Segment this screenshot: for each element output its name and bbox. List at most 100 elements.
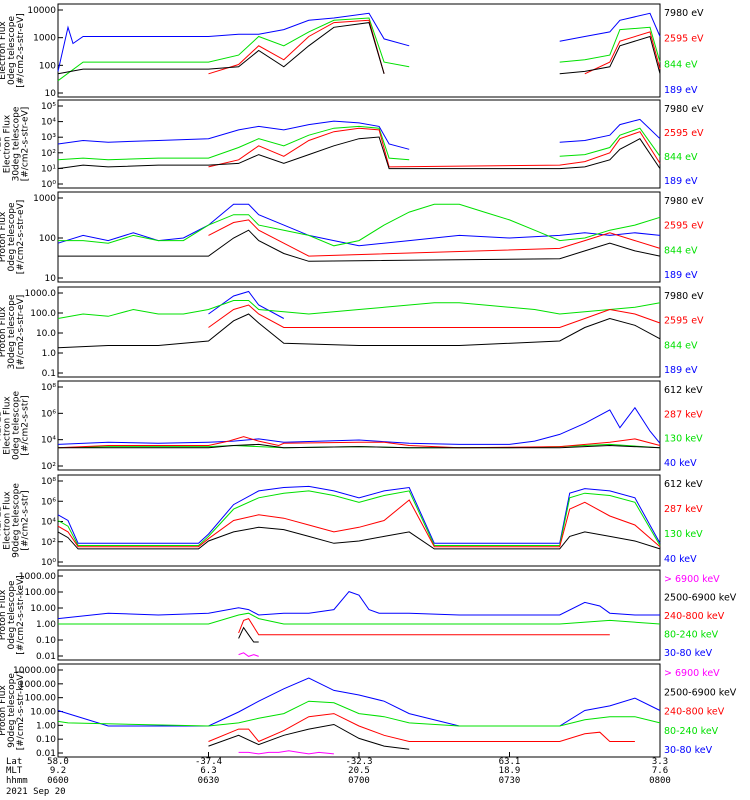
legend-entry: 30-80 keV <box>664 745 713 756</box>
legend-entry: 189 eV <box>664 270 698 281</box>
series-line-blue <box>57 12 661 72</box>
series-line-blue <box>208 290 285 319</box>
time-tick-mlt: 9.2 <box>50 766 66 776</box>
y-tick-label: 10 <box>45 274 57 284</box>
y-tick-label: 10³ <box>41 133 56 143</box>
legend-entry: 189 eV <box>664 365 698 376</box>
series-line-green <box>57 17 661 82</box>
series-line-black <box>57 313 661 349</box>
time-tick-hhmm: 0600 <box>47 776 69 786</box>
legend-entry: 2500-6900 keV <box>664 593 737 604</box>
time-tick-lat: -32.3 <box>345 757 372 767</box>
time-axis-row-label-mlt: MLT <box>6 766 23 776</box>
legend-entry: 80-240 keV <box>664 630 719 641</box>
legend-entry: 612 keV <box>664 385 703 396</box>
y-axis-label: Proton Flux30deg telescope[#/cm2-s-str-e… <box>0 294 26 369</box>
panel-frame <box>57 286 661 378</box>
y-axis-label: MEPEDElectron Flux90deg telescope[#/cm2-… <box>0 483 31 558</box>
y-tick-label: 10⁶ <box>41 409 56 419</box>
y-tick-label: 10² <box>41 149 56 159</box>
panel-4: 1000.0 100.0 10.0 1.0 0.1 Proton Flux30deg te… <box>0 286 704 379</box>
time-tick-hhmm: 0700 <box>348 776 370 786</box>
series-line-green <box>58 612 661 625</box>
y-tick-label: 100.0 <box>30 309 56 319</box>
time-axis-date: 2021 Sep 20 <box>6 787 66 797</box>
legend-entry: 40 keV <box>664 458 697 469</box>
series-line-blue <box>57 485 661 544</box>
series-line-red <box>208 304 661 328</box>
time-tick-hhmm: 0800 <box>649 776 671 786</box>
legend-entry: 844 eV <box>664 245 698 256</box>
y-tick-label: 1000.0 <box>25 289 57 299</box>
y-tick-label: 1000 <box>33 194 56 204</box>
legend-entry: 189 eV <box>664 176 698 187</box>
legend-entry: 40 keV <box>664 554 697 565</box>
series-line-red <box>57 499 661 548</box>
series-line-blue <box>57 118 661 150</box>
time-tick-mlt: 6.3 <box>200 766 216 776</box>
y-tick-label: 10.00 <box>30 604 56 614</box>
legend-entry: > 6900 keV <box>664 668 720 679</box>
series-line-blue <box>57 677 661 727</box>
time-axis-row-label-hhmm: hhmm <box>6 776 28 786</box>
legend-entry: 612 keV <box>664 479 703 490</box>
y-tick-label: 10⁶ <box>41 497 56 507</box>
panel-8: 10000.00 1000.00 100.00 10.00 1.00 0.10 0.01 Pr… <box>0 663 737 759</box>
panel-frame <box>57 380 661 471</box>
time-tick-hhmm: 0730 <box>499 776 521 786</box>
y-tick-label: 0.10 <box>36 636 56 646</box>
y-tick-label: 1000.00 <box>19 572 56 582</box>
panel-5: 10⁸ 10⁶ 10⁴ 10² MEPEDElectron Flux0deg teles… <box>0 380 703 472</box>
y-tick-label: 1.00 <box>36 721 56 731</box>
y-tick-label: 100.00 <box>25 694 57 704</box>
y-axis-label: TEDElectron Flux30deg telescope[#/cm2-s-… <box>0 106 31 181</box>
y-tick-label: 10⁸ <box>41 383 56 393</box>
legend-entry: 7980 eV <box>664 104 704 115</box>
series-line-green <box>57 125 661 161</box>
series-line-red <box>208 713 635 743</box>
y-tick-label: 10¹ <box>41 164 56 174</box>
time-tick-lat: 58.0 <box>47 757 69 767</box>
panel-6: 10⁸ 10⁶ 10⁴ 10² 10⁰ MEPEDElectron Flux90deg t… <box>0 474 703 568</box>
y-tick-label: 10⁴ <box>41 118 56 128</box>
legend-entry: 844 eV <box>664 152 698 163</box>
series-line-red <box>208 19 661 75</box>
series-line-black <box>58 443 661 449</box>
series-line-red <box>57 436 661 449</box>
series-line-blue <box>57 591 660 620</box>
time-tick-lat: 3.3 <box>652 757 668 767</box>
time-tick-mlt: 7.6 <box>652 766 668 776</box>
y-tick-label: 10 <box>45 89 57 99</box>
y-axis-label: Proton Flux0deg telescope[#/cm2-s-str-ke… <box>0 575 26 654</box>
legend-entry: 7980 eV <box>664 8 704 19</box>
y-axis-label: Proton Flux0deg telescope[#/cm2-s-str-eV… <box>0 200 26 275</box>
legend-entry: 130 keV <box>664 529 703 540</box>
series-line-black <box>238 626 259 643</box>
series-line-black <box>58 229 661 262</box>
y-axis-label: Electron Flux0deg telescope[#/cm2-s-str-… <box>0 13 26 88</box>
series-line-blue <box>57 203 661 247</box>
legend-entry: 844 eV <box>664 59 698 70</box>
y-tick-label: 10⁸ <box>41 477 56 487</box>
legend-entry: 2595 eV <box>664 316 704 327</box>
y-tick-label: 10000 <box>27 6 56 16</box>
series-line-green <box>57 490 661 546</box>
legend-entry: 80-240 keV <box>664 726 719 737</box>
legend-entry: 130 keV <box>664 434 703 445</box>
y-tick-label: 10⁰ <box>41 180 56 190</box>
y-tick-label: 100.00 <box>25 588 57 598</box>
y-tick-label: 1.0 <box>42 349 57 359</box>
panel-3: 1000 100 10 Proton Flux0deg telescope[#/cm2… <box>0 191 704 284</box>
y-tick-label: 100 <box>39 234 56 244</box>
legend-entry: 2500-6900 keV <box>664 687 737 698</box>
series-line-magenta <box>238 652 259 657</box>
y-tick-label: 0.10 <box>36 735 56 745</box>
series-line-black <box>57 526 661 550</box>
legend-entry: 189 eV <box>664 85 698 96</box>
y-axis-label: Proton Flux90deg telescope[#/cm2-s-str-k… <box>0 671 26 750</box>
panel-1: 10000 1000 100 10 Electron Flux0deg telescop… <box>0 3 704 99</box>
legend-entry: 30-80 keV <box>664 648 713 659</box>
series-line-green <box>58 203 661 247</box>
